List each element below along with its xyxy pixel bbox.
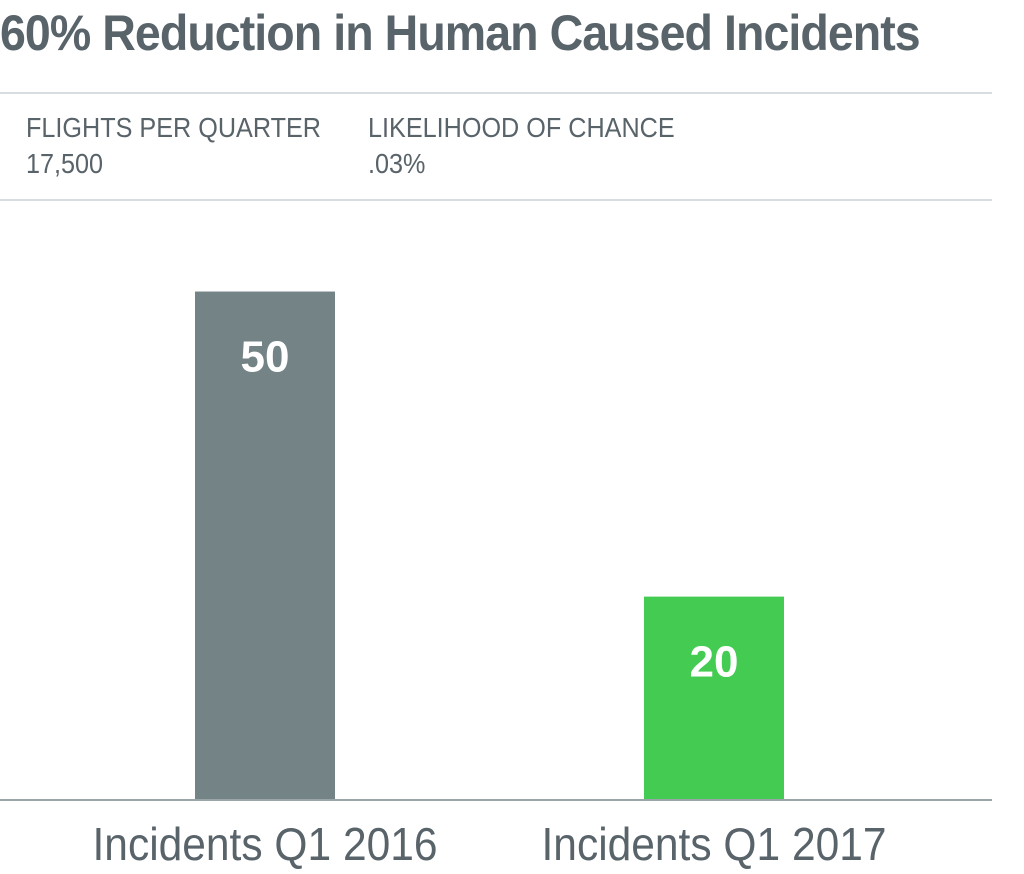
stat-likelihood-value: .03% (368, 148, 426, 179)
bar-value-label-2: 20 (690, 638, 739, 687)
stat-flights-value: 17,500 (26, 148, 104, 179)
bar-1 (195, 291, 335, 800)
category-label-1: Incidents Q1 2016 (93, 818, 438, 870)
labels-layer: Incidents Q1 2016 Incidents Q1 2017 (93, 818, 887, 870)
stat-flights-label: FLIGHTS PER QUARTER (26, 112, 321, 143)
category-label-2: Incidents Q1 2017 (542, 818, 887, 870)
bars-layer: 50 20 (195, 291, 784, 800)
stat-likelihood: LIKELIHOOD OF CHANCE .03% (368, 110, 675, 182)
page-title: 60% Reduction in Human Caused Incidents (0, 5, 921, 61)
bar-2 (644, 596, 784, 800)
stat-flights: FLIGHTS PER QUARTER 17,500 (26, 110, 321, 182)
top-divider (0, 92, 992, 94)
bar-chart: 50 20 Incidents Q1 2016 Incidents Q1 2017 (0, 291, 992, 870)
bar-value-label-1: 50 (241, 333, 290, 382)
stat-likelihood-label: LIKELIHOOD OF CHANCE (368, 112, 675, 143)
stats-divider (0, 199, 992, 201)
